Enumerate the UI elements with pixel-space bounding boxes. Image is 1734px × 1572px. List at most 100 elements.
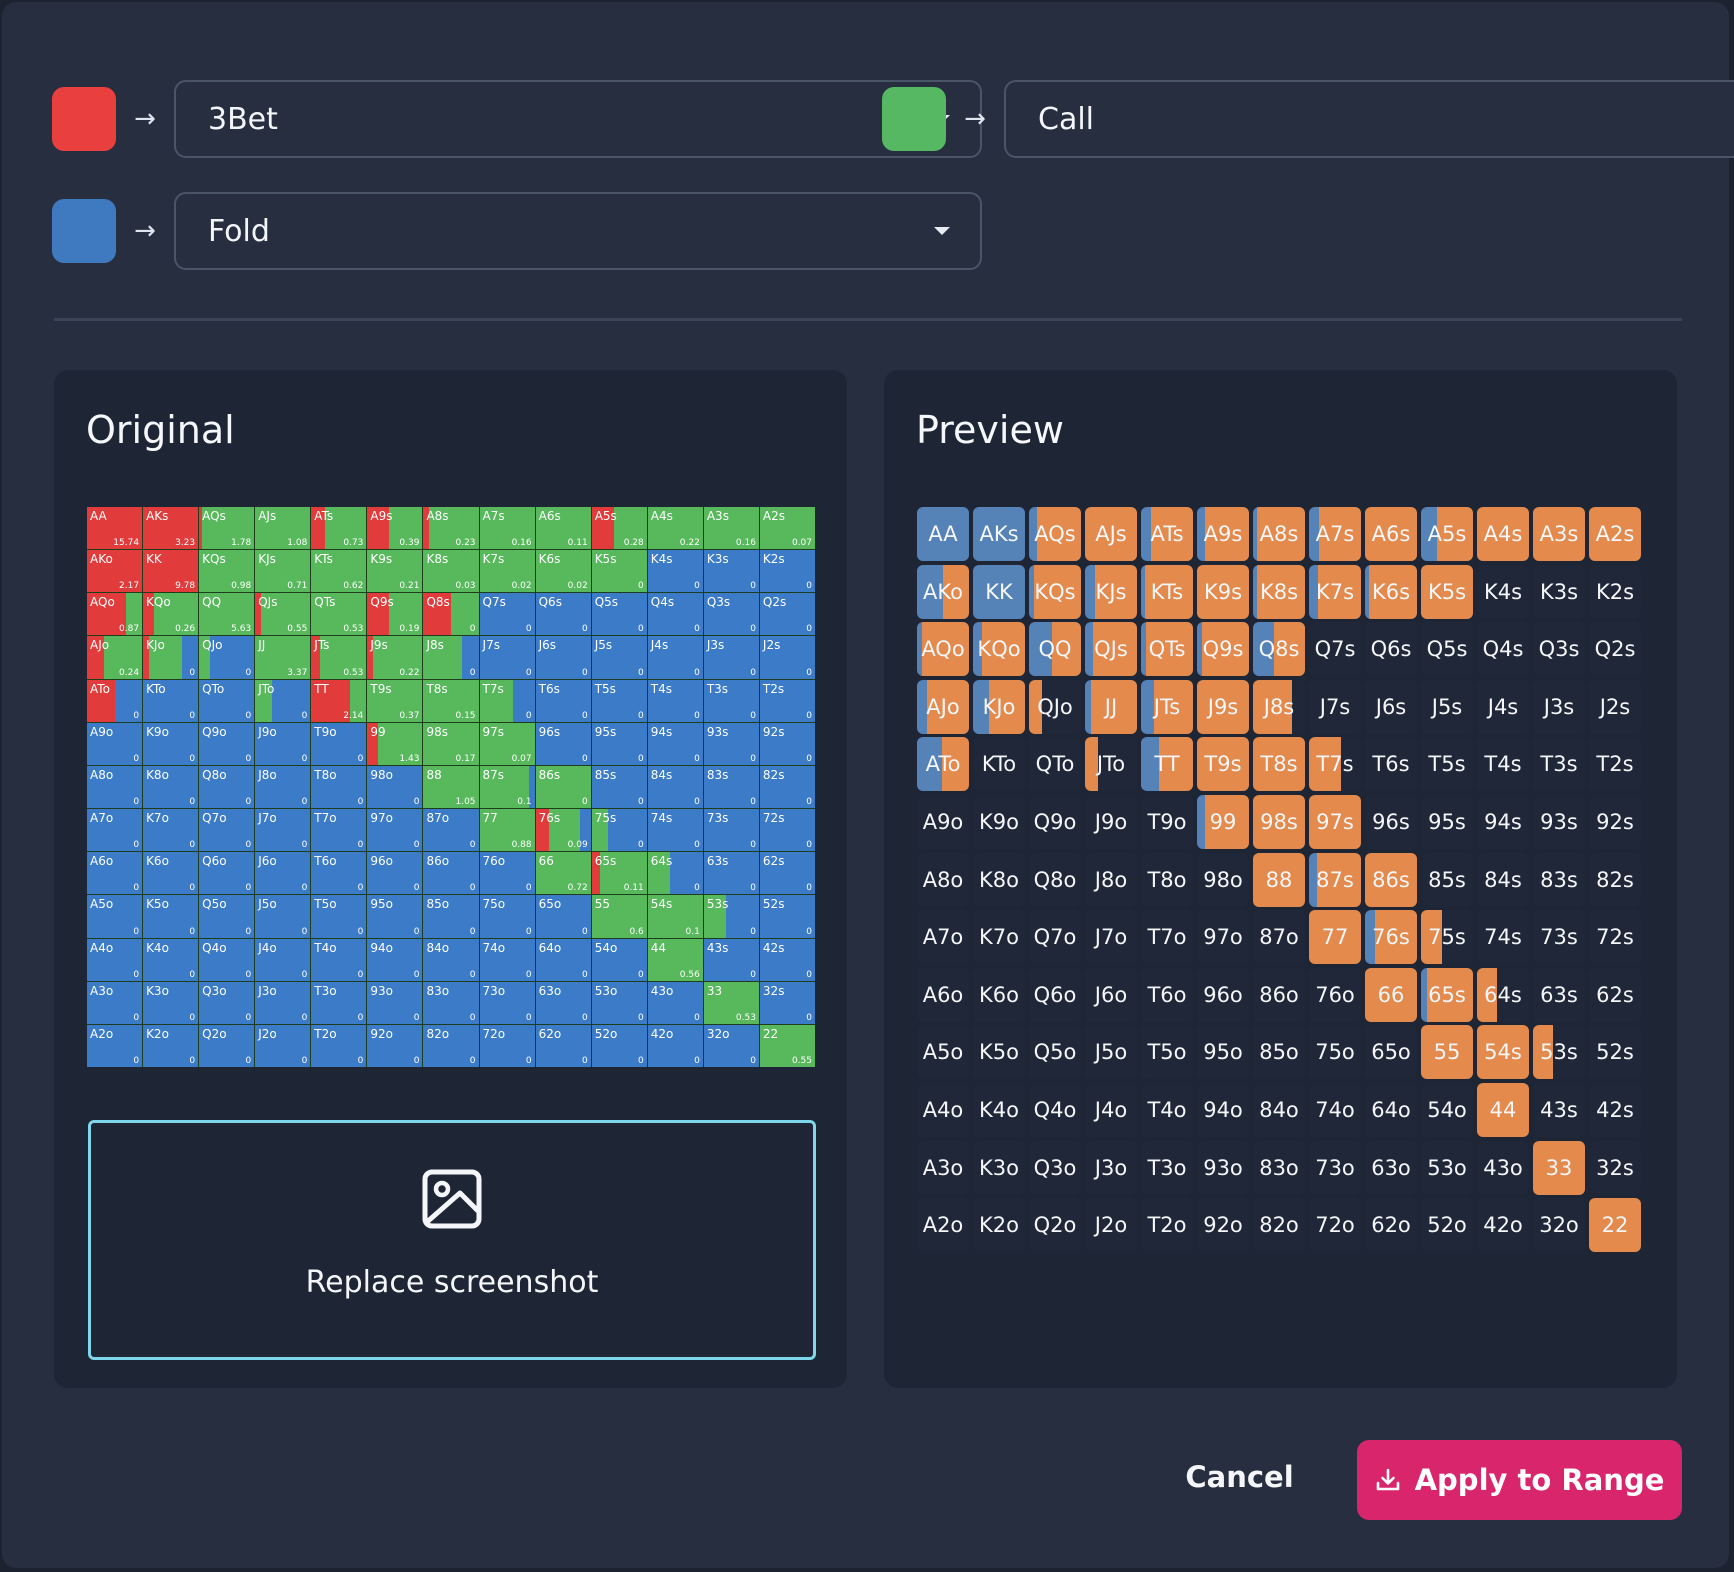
original-cell: 63o 0 (535, 981, 591, 1024)
original-cell: A4s 0.22 (647, 507, 703, 550)
preview-cell-label: 54s (1484, 1040, 1522, 1065)
original-cell-mix (703, 679, 759, 722)
original-cell: KTo 0 (143, 679, 199, 722)
action-select-value: Fold (208, 213, 270, 249)
original-cell-label: 65s (594, 854, 617, 869)
preview-cell-segment-call (1436, 507, 1473, 561)
original-cell-mix (87, 679, 143, 722)
original-cell-value: 0 (245, 926, 252, 937)
original-cell-mix (255, 938, 311, 981)
original-cell-value: 0 (469, 969, 476, 980)
original-cell-label: Q8o (202, 767, 227, 782)
original-cell-segment-call (599, 852, 647, 895)
preview-cell-label: Q5s (1426, 637, 1468, 662)
original-cell-mix (479, 809, 535, 852)
original-cell-segment-call (591, 895, 647, 938)
original-cell: A5o 0 (87, 895, 143, 938)
preview-cell-label: 86s (1372, 867, 1410, 892)
preview-cell-segment-call (1092, 622, 1137, 677)
original-cell-label: A3s (706, 509, 729, 523)
original-cell-segment-fold (529, 765, 535, 809)
preview-cell-segment-fold (1253, 507, 1258, 561)
original-cell-value: 0 (581, 710, 588, 721)
preview-cell-segment-fold (1197, 622, 1203, 677)
preview-cell-label: 77 (1321, 925, 1349, 950)
preview-cell-mix (1589, 1198, 1641, 1253)
original-cell: 52s 0 (759, 895, 815, 938)
preview-cell: JJ (1085, 679, 1137, 734)
original-cell-segment-fold (759, 895, 815, 938)
original-cell-value: 0 (245, 753, 252, 764)
original-cell-segment-fold (535, 1024, 591, 1067)
preview-cell-segment-call (943, 564, 969, 619)
original-cell: QQ 5.63 (199, 593, 255, 636)
preview-cell-label: 87s (1316, 867, 1354, 892)
original-cell: 86o 0 (423, 852, 479, 895)
action-select-red[interactable]: 3Bet (174, 80, 982, 158)
original-cell-mix (703, 507, 759, 550)
preview-cell-segment-call (1151, 507, 1193, 561)
original-cell-mix (759, 593, 815, 636)
cancel-button[interactable]: Cancel (1185, 1460, 1294, 1494)
original-cell-mix (87, 550, 143, 593)
original-cell-label: 73o (482, 983, 506, 998)
original-cell-mix (479, 1024, 535, 1067)
original-cell-mix (423, 895, 479, 938)
replace-screenshot-button[interactable]: Replace screenshot (88, 1120, 816, 1360)
action-select-blue[interactable]: Fold (174, 192, 982, 270)
preview-cell-segment-call (1029, 679, 1042, 734)
preview-cell: 42o (1477, 1198, 1529, 1253)
original-cell-segment-call (201, 507, 255, 550)
original-cell-label: J9s (370, 638, 388, 653)
preview-cell-label: A9o (922, 809, 964, 834)
original-cell: Q7o 0 (199, 809, 255, 852)
original-cell-segment-call (423, 765, 479, 809)
original-cell-segment-fold (87, 938, 143, 981)
preview-cell-segment-call (1145, 564, 1193, 619)
preview-cell-label: 32o (1539, 1213, 1579, 1238)
preview-cell: ATs (1141, 507, 1193, 561)
original-cell: J8s 0 (423, 636, 479, 679)
original-cell-segment-fold (311, 765, 367, 809)
original-cell-segment-call (311, 550, 367, 593)
original-cell-segment-fold (479, 636, 535, 679)
original-cell-segment-fold (199, 938, 255, 981)
original-cell: A8s 0.23 (423, 507, 479, 550)
original-cell-segment-fold (181, 636, 199, 679)
preview-cell-segment-fold (1309, 507, 1320, 561)
action-select-green[interactable]: Call (1004, 80, 1734, 158)
original-cell-value: 0 (413, 840, 420, 851)
original-cell: K6o 0 (143, 852, 199, 895)
original-cell-mix (367, 507, 423, 550)
original-cell: A8o 0 (87, 765, 143, 809)
original-cell-value: 0 (694, 667, 700, 678)
preview-cell: Q5s (1421, 622, 1473, 677)
preview-cell-label: J2s (1599, 694, 1631, 719)
apply-to-range-button[interactable]: Apply to Range (1357, 1440, 1682, 1520)
original-cell-mix (759, 809, 815, 852)
original-cell: K7s 0.02 (479, 550, 535, 593)
original-cell-value: 0 (806, 624, 812, 635)
original-cell-segment-fold (311, 938, 367, 981)
original-cell-segment-raise (143, 507, 199, 550)
preview-cell: J7s (1309, 679, 1361, 734)
preview-cell-label: A3o (922, 1155, 964, 1180)
original-cell-segment-fold (647, 550, 703, 593)
preview-cell: 54s (1477, 1025, 1529, 1080)
original-cell-segment-fold (87, 809, 143, 852)
preview-cell-segment-call (1204, 507, 1249, 561)
original-cell-value: 0 (581, 926, 588, 937)
original-cell-label: 44 (650, 940, 667, 955)
preview-cell: 42s (1589, 1082, 1641, 1137)
original-cell: 97o 0 (367, 809, 423, 852)
original-cell: 54s 0.1 (647, 895, 703, 938)
original-cell-label: 76o (482, 854, 506, 869)
original-cell-value: 0.26 (175, 624, 196, 635)
original-cell-label: 93s (706, 724, 729, 739)
preview-cell-mix (1365, 507, 1417, 561)
original-cell-label: Q8s (426, 595, 450, 610)
original-cell: K2s 0 (759, 550, 815, 593)
original-cell-segment-call (647, 938, 703, 981)
preview-cell: T2o (1141, 1198, 1193, 1253)
original-cell-value: 0.02 (567, 581, 588, 592)
